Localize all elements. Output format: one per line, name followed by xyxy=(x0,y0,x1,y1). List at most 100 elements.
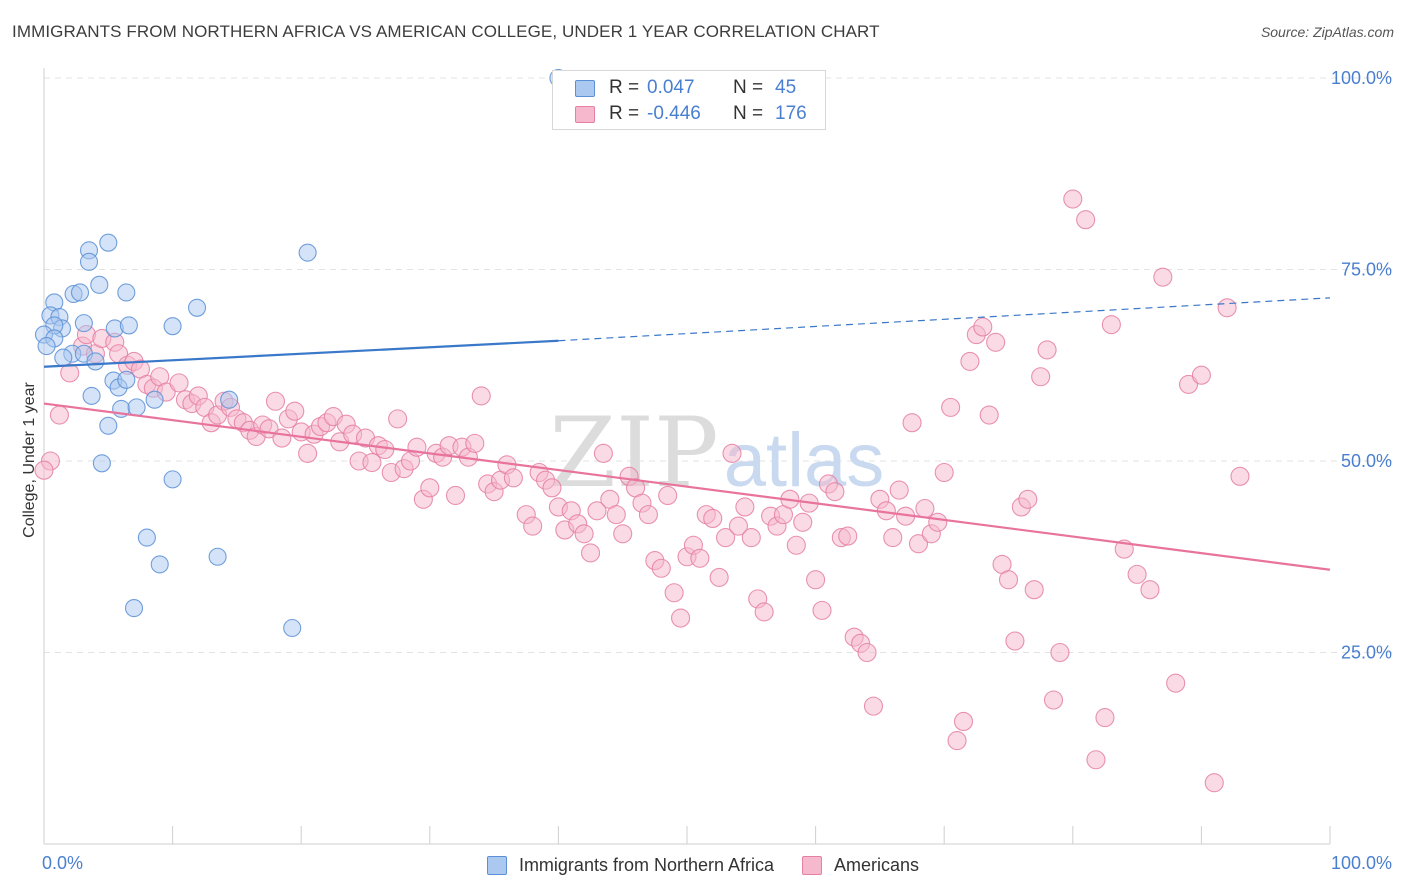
data-point-americans xyxy=(1166,673,1186,693)
legend-r-value: -0.446 xyxy=(647,103,701,124)
data-point-americans xyxy=(606,505,626,525)
data-point-americans xyxy=(638,505,658,525)
y-tick-label: 25.0% xyxy=(1341,643,1392,663)
data-point-americans xyxy=(1095,708,1115,728)
data-point-americans xyxy=(1101,315,1121,335)
legend-r-label: R = xyxy=(609,103,640,124)
data-point-immigrants xyxy=(163,470,182,489)
data-point-americans xyxy=(49,405,69,425)
data-point-americans xyxy=(1037,340,1057,360)
data-point-immigrants xyxy=(137,528,156,547)
data-point-americans xyxy=(265,391,286,411)
watermark-atlas: atlas xyxy=(724,418,885,503)
trendline-americans xyxy=(43,402,1331,571)
data-point-immigrants xyxy=(117,283,136,302)
data-point-americans xyxy=(960,351,980,371)
legend-n-label: N = xyxy=(733,77,764,98)
data-point-americans xyxy=(465,433,485,453)
data-point-americans xyxy=(735,497,755,517)
data-point-americans xyxy=(542,478,562,498)
data-point-americans xyxy=(362,452,382,473)
data-point-americans xyxy=(1204,773,1224,793)
data-point-immigrants xyxy=(208,547,227,566)
data-point-americans xyxy=(1153,267,1173,287)
data-point-americans xyxy=(973,317,993,337)
data-point-immigrants xyxy=(70,283,90,302)
data-point-americans xyxy=(298,443,318,463)
y-tick-label: 75.0% xyxy=(1341,260,1392,280)
y-tick-label: 50.0% xyxy=(1341,451,1392,471)
data-point-americans xyxy=(420,478,440,498)
data-point-americans xyxy=(690,548,710,568)
data-point-americans xyxy=(857,642,877,663)
trendline-immigrants xyxy=(43,339,559,368)
series-immigrants-northern-africa xyxy=(34,68,568,638)
data-point-americans xyxy=(1076,210,1096,230)
data-point-americans xyxy=(986,332,1006,352)
data-point-immigrants xyxy=(79,252,99,271)
bottom-legend-label: Americans xyxy=(834,854,920,875)
data-point-immigrants xyxy=(298,243,317,262)
data-point-americans xyxy=(716,528,736,548)
y-tick-label: 100.0% xyxy=(1331,68,1392,88)
data-point-americans xyxy=(471,386,491,406)
data-point-americans xyxy=(169,373,189,393)
trendlines xyxy=(43,297,1331,571)
legend-row-immigrants: R = 0.047 N = 45 xyxy=(575,76,796,100)
data-point-americans xyxy=(786,535,806,555)
bottom-legend: Immigrants from Northern Africa American… xyxy=(0,852,1406,878)
data-point-americans xyxy=(812,600,832,620)
data-point-americans xyxy=(928,512,948,532)
legend-n-value: 45 xyxy=(775,77,797,98)
data-point-americans xyxy=(664,583,684,603)
data-point-americans xyxy=(806,570,826,590)
data-point-americans xyxy=(941,397,961,417)
data-point-immigrants xyxy=(82,386,101,405)
data-point-americans xyxy=(915,498,935,519)
watermark: ZIP atlas xyxy=(549,397,884,509)
data-point-immigrants xyxy=(145,390,164,409)
bottom-legend-label: Immigrants from Northern Africa xyxy=(518,854,775,875)
data-point-americans xyxy=(908,534,929,554)
chart-source: Source: ZipAtlas.com xyxy=(1260,24,1394,40)
legend-swatch-pink xyxy=(575,105,595,123)
data-point-americans xyxy=(793,512,813,532)
series-americans xyxy=(34,189,1250,793)
data-point-americans xyxy=(445,485,466,506)
data-point-americans xyxy=(728,516,748,536)
data-point-americans xyxy=(1230,466,1250,486)
data-point-immigrants xyxy=(119,316,138,335)
gridlines xyxy=(44,77,1392,653)
data-point-americans xyxy=(1127,564,1147,584)
data-point-americans xyxy=(1191,365,1211,385)
data-point-immigrants xyxy=(37,337,56,356)
data-point-americans xyxy=(1018,489,1038,509)
y-axis-label: College, Under 1 year xyxy=(21,382,38,538)
data-point-americans xyxy=(523,516,543,536)
data-point-americans xyxy=(703,508,723,529)
legend-r-label: R = xyxy=(609,77,640,98)
legend-n-label: N = xyxy=(733,103,764,124)
data-point-immigrants xyxy=(163,317,182,336)
data-point-americans xyxy=(613,524,633,544)
data-point-immigrants xyxy=(117,370,136,389)
data-point-americans xyxy=(34,460,54,480)
data-point-americans xyxy=(580,543,601,563)
bottom-legend-americans: Americans xyxy=(802,855,919,876)
data-point-immigrants xyxy=(99,233,118,252)
data-point-americans xyxy=(838,526,858,546)
data-point-americans xyxy=(272,428,292,448)
bottom-legend-swatch-pink xyxy=(802,855,823,875)
legend: R = 0.047 N = 45 R = -0.446 N = 176 xyxy=(552,70,826,130)
data-point-americans xyxy=(1043,690,1064,710)
bottom-legend-swatch-blue xyxy=(486,855,507,875)
data-point-immigrants xyxy=(124,599,144,618)
data-point-americans xyxy=(883,528,903,548)
data-point-americans xyxy=(1217,298,1237,318)
data-point-immigrants xyxy=(90,275,109,294)
data-point-immigrants xyxy=(127,398,146,417)
data-point-americans xyxy=(1178,374,1199,394)
legend-n-value: 176 xyxy=(775,103,807,124)
data-point-americans xyxy=(754,602,774,622)
data-point-americans xyxy=(889,480,909,500)
